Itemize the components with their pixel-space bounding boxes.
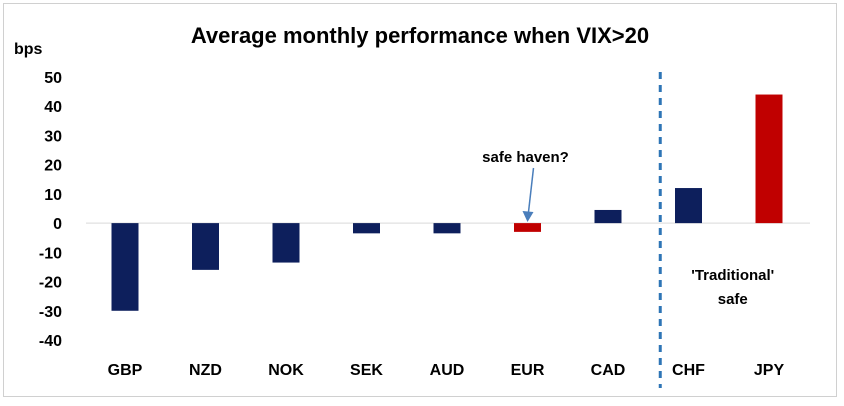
y-tick-label: 50 bbox=[44, 70, 62, 87]
bar-gbp bbox=[111, 223, 139, 311]
x-tick-label-sek: SEK bbox=[350, 362, 383, 379]
y-tick-label: -30 bbox=[39, 304, 62, 321]
traditional-safe-annotation-line2: safe bbox=[718, 291, 748, 308]
y-tick-label: 10 bbox=[44, 187, 62, 204]
y-tick-label: 0 bbox=[53, 216, 62, 233]
x-tick-label-cad: CAD bbox=[591, 362, 626, 379]
bar-aud bbox=[433, 223, 461, 234]
x-tick-label-gbp: GBP bbox=[108, 362, 143, 379]
bar-nzd bbox=[192, 223, 219, 270]
bar-jpy bbox=[755, 94, 783, 224]
x-tick-label-nzd: NZD bbox=[189, 362, 222, 379]
chart-title: Average monthly performance when VIX>20 bbox=[191, 23, 649, 48]
safe-haven-arrowhead bbox=[522, 211, 534, 222]
safe-haven-arrow bbox=[527, 167, 535, 213]
x-tick-label-chf: CHF bbox=[672, 362, 705, 379]
x-axis-labels: GBP NZD NOK SEK AUD EUR CAD CHF JPY bbox=[108, 362, 785, 379]
bar-cad bbox=[594, 209, 622, 224]
x-tick-label-eur: EUR bbox=[511, 362, 545, 379]
y-tick-label: -20 bbox=[39, 275, 62, 292]
bar-series bbox=[111, 94, 783, 311]
y-tick-label: 30 bbox=[44, 128, 62, 145]
y-tick-label: -40 bbox=[39, 333, 62, 350]
bar-sek bbox=[353, 223, 380, 234]
safe-haven-annotation: safe haven? bbox=[482, 149, 569, 166]
y-tick-label: 40 bbox=[44, 99, 62, 116]
bar-eur bbox=[514, 223, 541, 232]
x-tick-label-aud: AUD bbox=[430, 362, 465, 379]
y-tick-label: 20 bbox=[44, 158, 62, 175]
x-tick-label-nok: NOK bbox=[268, 362, 304, 379]
bar-chf bbox=[675, 188, 702, 224]
y-axis-unit-label: bps bbox=[14, 41, 43, 58]
bar-nok bbox=[272, 223, 300, 263]
x-tick-label-jpy: JPY bbox=[754, 362, 785, 379]
y-tick-label: -10 bbox=[39, 245, 62, 262]
y-axis-ticks: 50 40 30 20 10 0 -10 -20 -30 -40 bbox=[39, 70, 62, 350]
traditional-safe-annotation-line1: 'Traditional' bbox=[691, 267, 774, 284]
